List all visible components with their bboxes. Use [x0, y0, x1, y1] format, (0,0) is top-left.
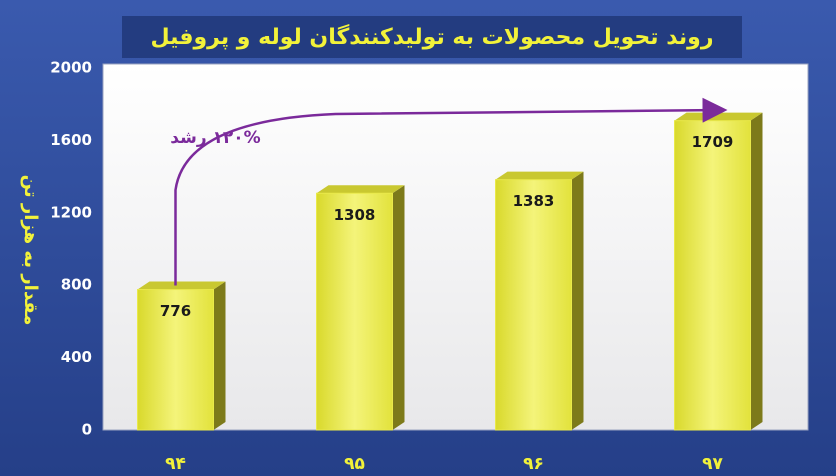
y-axis-label: مقدار به هزار تن: [20, 175, 41, 326]
y-tick-label: 400: [61, 348, 92, 366]
bar-top: [495, 171, 584, 180]
bar-top: [674, 112, 763, 121]
bar: [495, 179, 572, 431]
bar: [316, 192, 393, 431]
value-label: 1709: [692, 133, 734, 151]
y-tick-label: 1200: [50, 203, 92, 221]
y-tick-label: 2000: [50, 59, 92, 77]
bar-side: [750, 112, 763, 431]
value-label: 1308: [334, 206, 376, 224]
bar-top: [137, 281, 226, 290]
value-label: 1383: [513, 192, 555, 210]
title-band: [122, 16, 742, 58]
x-tick-label: ۹۷: [702, 454, 723, 474]
y-tick-label: 1600: [50, 131, 92, 149]
x-tick-label: ۹۴: [165, 454, 186, 474]
y-tick-label: 800: [61, 276, 92, 294]
bar-side: [571, 171, 584, 430]
bar-top: [316, 185, 405, 194]
annotation: ۱۲۰% رشد: [170, 128, 260, 148]
x-tick-label: ۹۵: [344, 454, 365, 474]
y-tick-label: 0: [82, 421, 92, 439]
chart-title: روند تحویل محصولات به تولیدکنندگان لوله …: [150, 23, 713, 50]
bar: [137, 289, 214, 431]
bar: [674, 120, 751, 431]
bar-side: [213, 281, 226, 430]
value-label: 776: [160, 302, 191, 320]
x-tick-label: ۹۶: [523, 454, 544, 474]
bar-side: [392, 185, 405, 430]
growth-arrow: [174, 97, 728, 286]
